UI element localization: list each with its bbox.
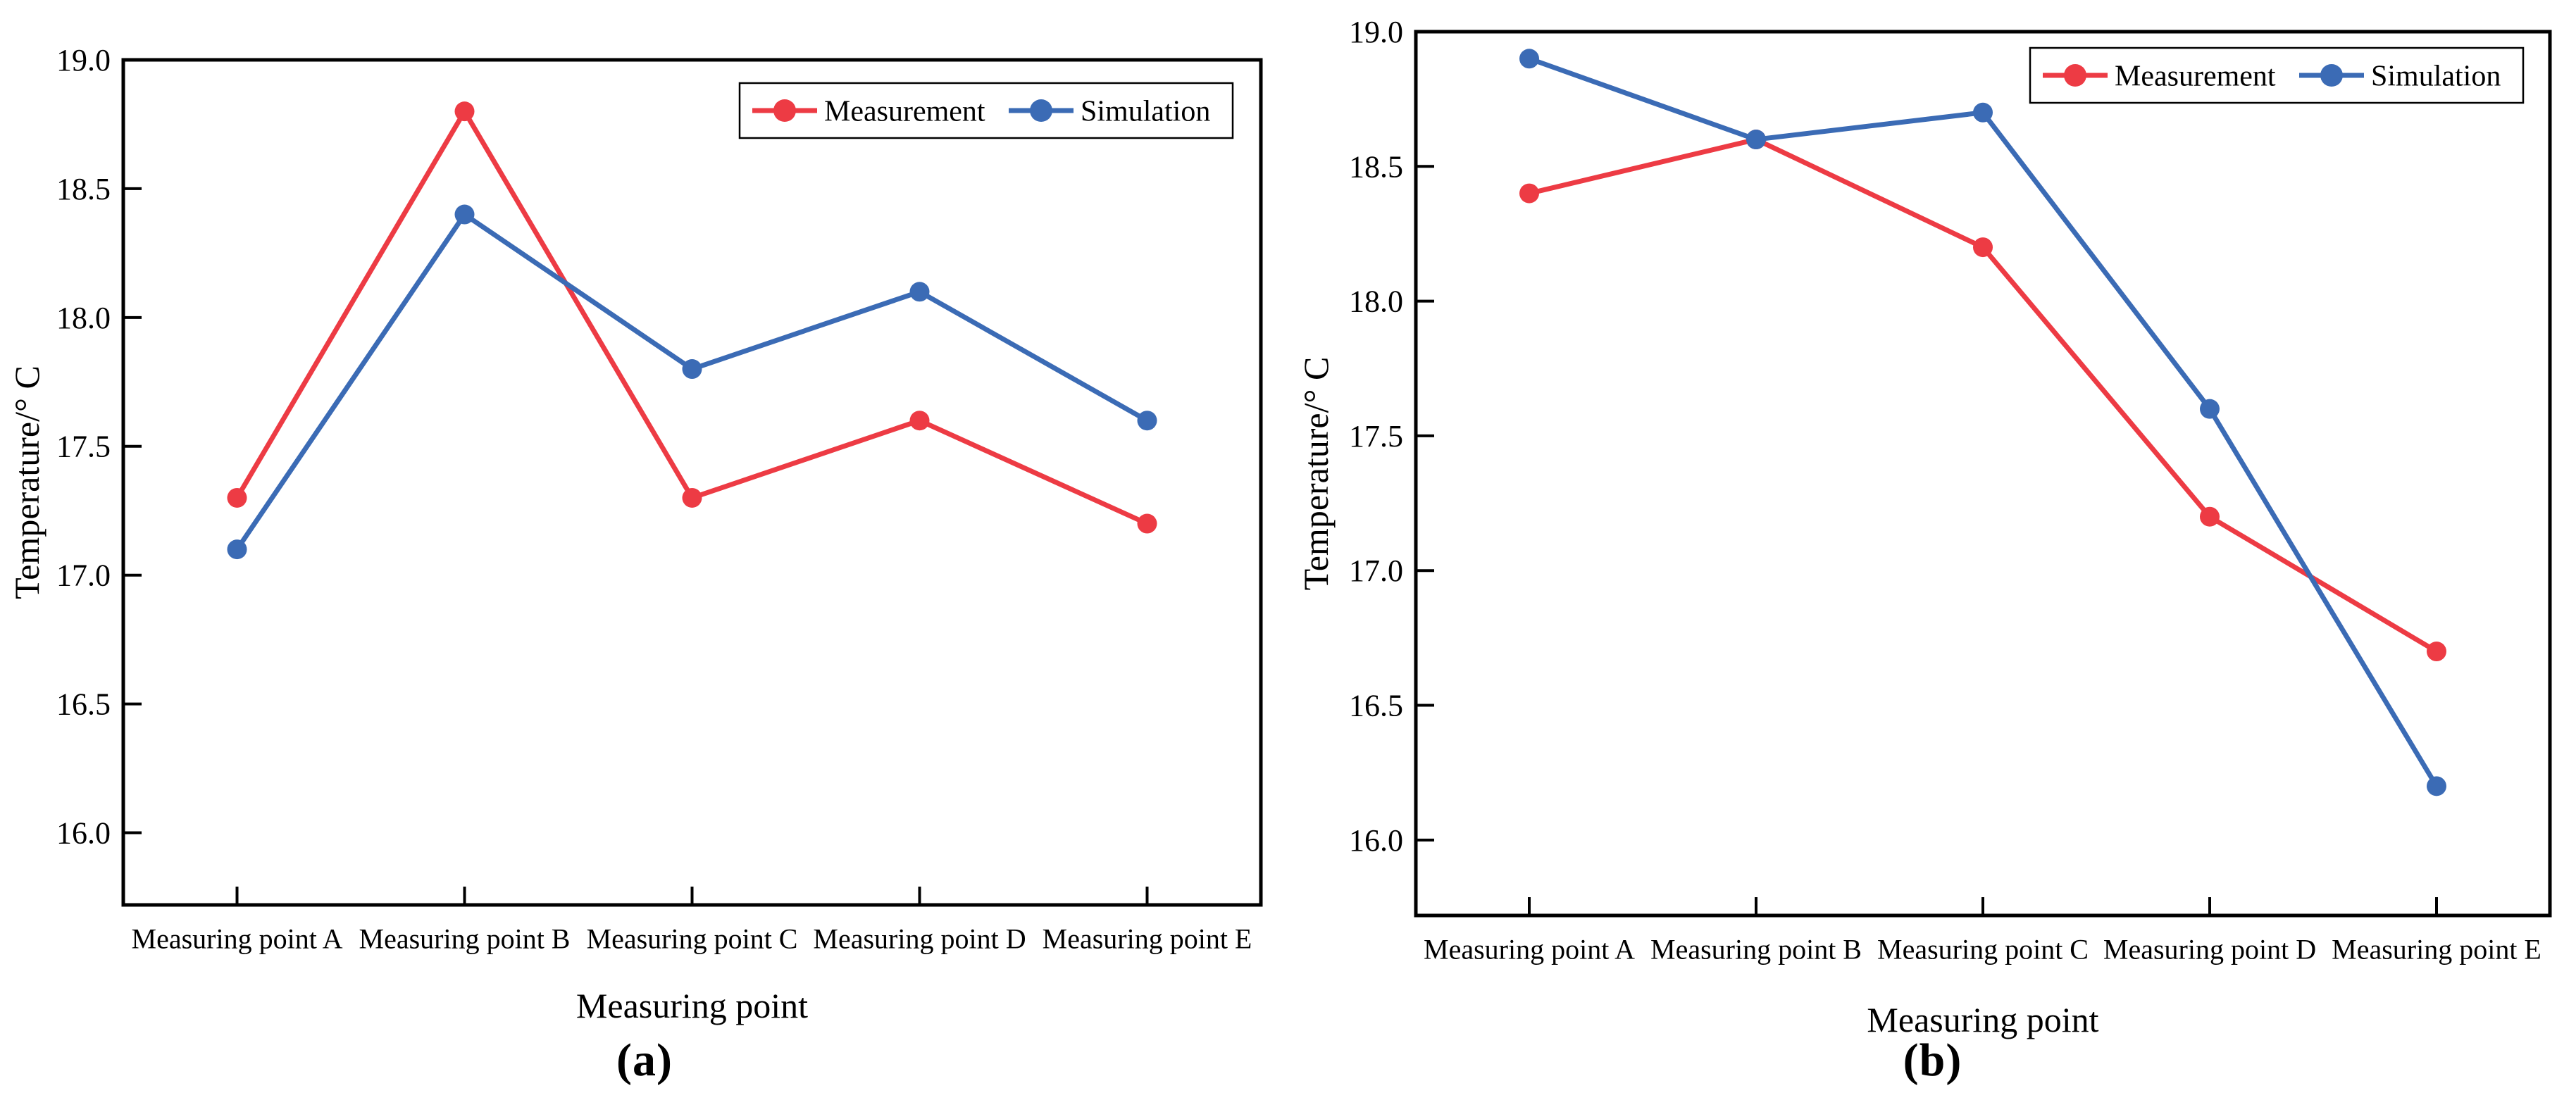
x-tick-label: Measuring point B <box>1650 934 1862 965</box>
y-tick-label: 17.0 <box>1349 554 1403 588</box>
data-point-measurement <box>1973 237 1993 258</box>
x-tick-label: Measuring point D <box>2103 934 2316 965</box>
y-tick-label: 19.0 <box>56 43 111 77</box>
y-axis-title: Temperature/° C <box>7 365 46 599</box>
y-tick-label: 17.5 <box>1349 419 1403 454</box>
data-point-measurement <box>2200 506 2220 527</box>
legend-label-simulation: Simulation <box>1081 95 1210 127</box>
y-tick-label: 16.0 <box>56 816 111 851</box>
x-tick-label: Measuring point D <box>813 923 1026 955</box>
data-point-simulation <box>1519 49 1539 69</box>
series-measurement <box>1519 130 2446 662</box>
x-tick-label: Measuring point A <box>1424 934 1635 965</box>
x-axis-title: Measuring point <box>576 986 808 1025</box>
series-simulation <box>1519 49 2446 796</box>
chart-b: 16.0 16.5 17.0 17.5 18.0 18.5 19.0 Measuring po… <box>1296 15 2552 1039</box>
data-point-simulation <box>909 282 930 302</box>
legend-box <box>738 82 1234 139</box>
caption-a: (a) <box>616 1034 673 1086</box>
series-measurement <box>227 101 1157 534</box>
y-axis-title: Temperature/° C <box>1296 357 1336 591</box>
x-tick-label: Measuring point E <box>2332 934 2541 965</box>
y-tick-label: 18.0 <box>56 301 111 335</box>
y-tick-label: 17.5 <box>56 430 111 464</box>
data-point-simulation <box>1137 411 1157 431</box>
x-tick-label: Measuring point C <box>587 923 798 955</box>
series-simulation <box>227 204 1157 560</box>
data-point-measurement <box>1137 513 1157 534</box>
data-point-simulation <box>1973 102 1993 123</box>
data-point-simulation <box>227 539 247 560</box>
legend-swatch-marker-measurement <box>773 99 796 122</box>
y-tick-label: 17.0 <box>56 558 111 593</box>
data-point-simulation <box>1746 130 1766 150</box>
legend-swatch-marker-simulation <box>2320 64 2343 87</box>
caption-b: (b) <box>1903 1034 1962 1086</box>
panel-b: 16.0 16.5 17.0 17.5 18.0 18.5 19.0 Measuring po… <box>1289 0 2576 1119</box>
legend-label-measurement: Measurement <box>2115 60 2276 92</box>
series-line-simulation <box>1526 56 2439 789</box>
y-tick-label: 18.0 <box>1349 285 1403 319</box>
panel-a: 16.0 16.5 17.0 17.5 18.0 18.5 19.0 Measuring po… <box>7 43 1263 1086</box>
x-axis-title: Measuring point <box>1867 1000 2098 1039</box>
x-tick-label: Measuring point C <box>1877 934 2089 965</box>
y-tick-label: 16.5 <box>1349 689 1403 723</box>
legend-box <box>2029 46 2525 104</box>
data-point-measurement <box>454 101 475 122</box>
y-tick-label: 16.5 <box>56 687 111 722</box>
legend-item-measurement: Measurement <box>2043 60 2276 92</box>
series-line-measurement <box>235 108 1150 527</box>
legend-item-simulation: Simulation <box>2299 60 2501 92</box>
plot-area <box>121 58 1263 907</box>
legend-item-simulation: Simulation <box>1009 95 1210 127</box>
data-point-simulation <box>2200 399 2220 419</box>
legend-label-measurement: Measurement <box>824 95 985 127</box>
data-point-measurement <box>227 487 247 508</box>
data-point-measurement <box>909 411 930 431</box>
y-tick-label: 18.5 <box>1349 149 1403 184</box>
y-tick-label: 18.5 <box>56 172 111 206</box>
plot-area <box>1414 30 2552 918</box>
y-tick-label: 19.0 <box>1349 15 1403 49</box>
series-line-measurement <box>1526 137 2439 654</box>
x-tick-label: Measuring point E <box>1043 923 1252 955</box>
legend-label-simulation: Simulation <box>2371 60 2501 92</box>
data-point-measurement <box>2427 642 2446 662</box>
y-tick-label: 16.0 <box>1349 823 1403 858</box>
data-point-simulation <box>682 359 702 380</box>
chart-a: 16.0 16.5 17.0 17.5 18.0 18.5 19.0 Measuring po… <box>7 43 1263 1025</box>
legend: Measurement Simulation <box>738 82 1234 139</box>
data-point-simulation <box>2427 776 2446 796</box>
data-point-measurement <box>1519 183 1539 204</box>
x-tick-label: Measuring point A <box>132 923 343 955</box>
legend-swatch-marker-measurement <box>2064 64 2086 87</box>
data-point-measurement <box>682 487 702 508</box>
legend: Measurement Simulation <box>2029 46 2525 104</box>
x-tick-label: Measuring point B <box>359 923 571 955</box>
data-point-simulation <box>454 204 475 225</box>
legend-swatch-marker-simulation <box>1030 99 1052 122</box>
legend-item-measurement: Measurement <box>752 95 985 127</box>
